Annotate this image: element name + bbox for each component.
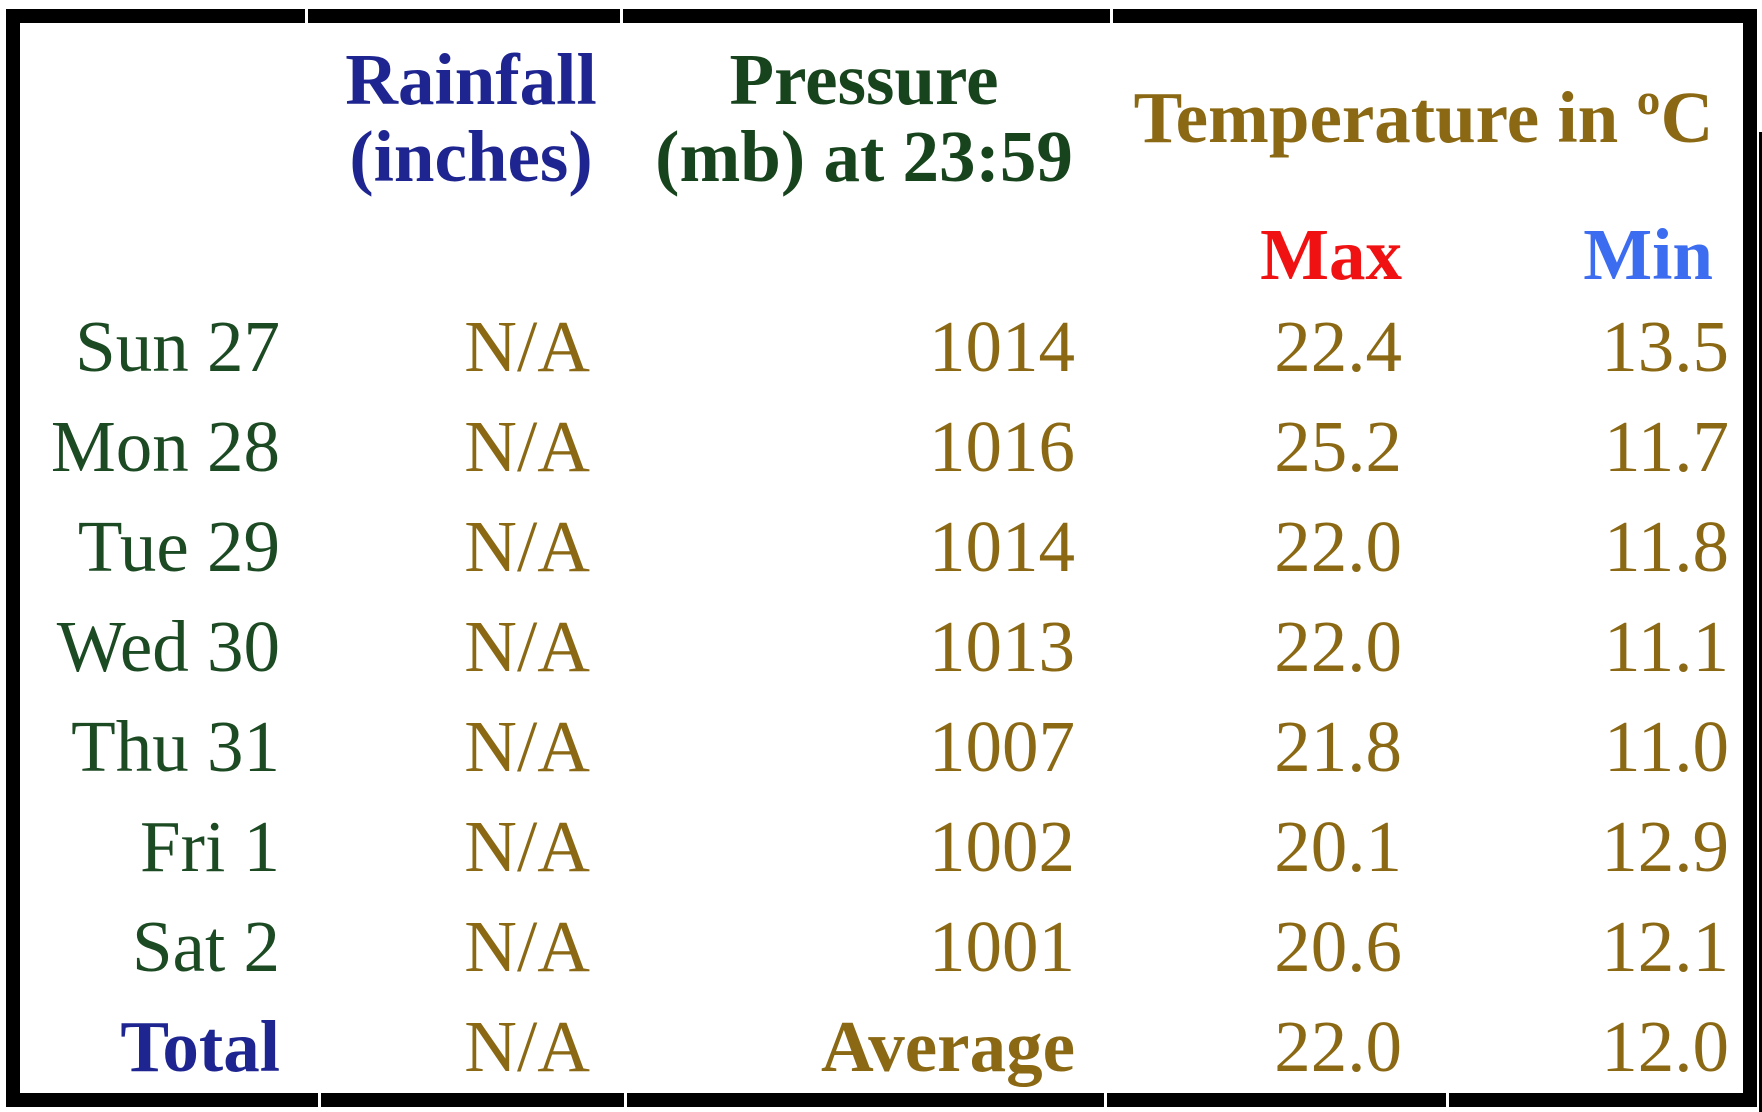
average-max-value: 22.0 xyxy=(1274,1006,1402,1087)
rainfall-value: N/A xyxy=(464,706,590,787)
day-label: Fri 1 xyxy=(140,806,280,887)
table-row: Wed 30 N/A 1013 22.0 11.1 xyxy=(20,597,1743,697)
weather-table: Rainfall (inches) Pressure (mb) at 23:59… xyxy=(20,23,1743,1097)
day-label: Thu 31 xyxy=(71,706,280,787)
pressure-value: 1007 xyxy=(929,706,1075,787)
spacer-cell xyxy=(20,213,318,297)
table-row: Sat 2 N/A 1001 20.6 12.1 xyxy=(20,897,1743,997)
spacer-cell xyxy=(624,213,1104,297)
header-rainfall-line2: (inches) xyxy=(349,116,593,197)
total-row: Total N/A Average 22.0 12.0 xyxy=(20,997,1743,1097)
border-seam xyxy=(624,1093,627,1107)
header-pressure-line2: (mb) at 23:59 xyxy=(655,116,1073,197)
header-pressure: Pressure (mb) at 23:59 xyxy=(624,23,1104,213)
table-row: Tue 29 N/A 1014 22.0 11.8 xyxy=(20,497,1743,597)
min-temp-value: 12.9 xyxy=(1601,806,1729,887)
day-label: Sat 2 xyxy=(131,906,280,987)
header-row-2: Max Min xyxy=(20,213,1743,297)
min-temp-value: 13.5 xyxy=(1601,306,1729,387)
table-row: Fri 1 N/A 1002 20.1 12.9 xyxy=(20,797,1743,897)
border-seam xyxy=(305,9,308,23)
total-label: Total xyxy=(120,1006,280,1087)
day-label: Sun 27 xyxy=(75,306,280,387)
pressure-value: 1014 xyxy=(929,306,1075,387)
min-temp-value: 11.0 xyxy=(1603,706,1729,787)
total-rainfall-value: N/A xyxy=(464,1006,590,1087)
border-seam xyxy=(318,1093,321,1107)
max-temp-value: 22.0 xyxy=(1274,606,1402,687)
rainfall-value: N/A xyxy=(464,406,590,487)
header-row-1: Rainfall (inches) Pressure (mb) at 23:59… xyxy=(20,23,1743,213)
average-label: Average xyxy=(820,1006,1075,1087)
header-max: Max xyxy=(1260,214,1402,295)
header-rainfall-line1: Rainfall xyxy=(345,39,597,120)
day-label: Wed 30 xyxy=(56,606,280,687)
max-temp-value: 20.6 xyxy=(1274,906,1402,987)
pressure-value: 1013 xyxy=(929,606,1075,687)
header-rainfall: Rainfall (inches) xyxy=(318,23,624,213)
rainfall-value: N/A xyxy=(464,306,590,387)
max-temp-value: 20.1 xyxy=(1274,806,1402,887)
pressure-value: 1016 xyxy=(929,406,1075,487)
header-day-blank xyxy=(20,23,318,213)
header-temperature: Temperature in ºC xyxy=(1133,77,1714,158)
max-temp-value: 22.0 xyxy=(1274,506,1402,587)
border-seam xyxy=(620,9,623,23)
pressure-value: 1002 xyxy=(929,806,1075,887)
spacer-cell xyxy=(318,213,624,297)
day-label: Tue 29 xyxy=(77,506,280,587)
rainfall-value: N/A xyxy=(464,906,590,987)
border-seam xyxy=(1446,1093,1449,1107)
min-temp-value: 11.7 xyxy=(1603,406,1729,487)
min-temp-value: 12.1 xyxy=(1601,906,1729,987)
table-row: Mon 28 N/A 1016 25.2 11.7 xyxy=(20,397,1743,497)
border-seam xyxy=(1110,9,1113,23)
table-row: Sun 27 N/A 1014 22.4 13.5 xyxy=(20,297,1743,397)
day-label: Mon 28 xyxy=(50,406,280,487)
max-temp-value: 21.8 xyxy=(1274,706,1402,787)
rainfall-value: N/A xyxy=(464,806,590,887)
header-pressure-line1: Pressure xyxy=(729,39,999,120)
average-min-value: 12.0 xyxy=(1601,1006,1729,1087)
max-temp-value: 22.4 xyxy=(1274,306,1402,387)
header-min: Min xyxy=(1583,214,1713,295)
rainfall-value: N/A xyxy=(464,606,590,687)
min-temp-value: 11.8 xyxy=(1603,506,1729,587)
pressure-value: 1001 xyxy=(929,906,1075,987)
pressure-value: 1014 xyxy=(929,506,1075,587)
table-row: Thu 31 N/A 1007 21.8 11.0 xyxy=(20,697,1743,797)
max-temp-value: 25.2 xyxy=(1274,406,1402,487)
table-outer-border: Rainfall (inches) Pressure (mb) at 23:59… xyxy=(6,9,1757,1107)
rainfall-value: N/A xyxy=(464,506,590,587)
page-crop-line xyxy=(1759,132,1762,1112)
border-seam xyxy=(1104,1093,1107,1107)
min-temp-value: 11.1 xyxy=(1603,606,1729,687)
